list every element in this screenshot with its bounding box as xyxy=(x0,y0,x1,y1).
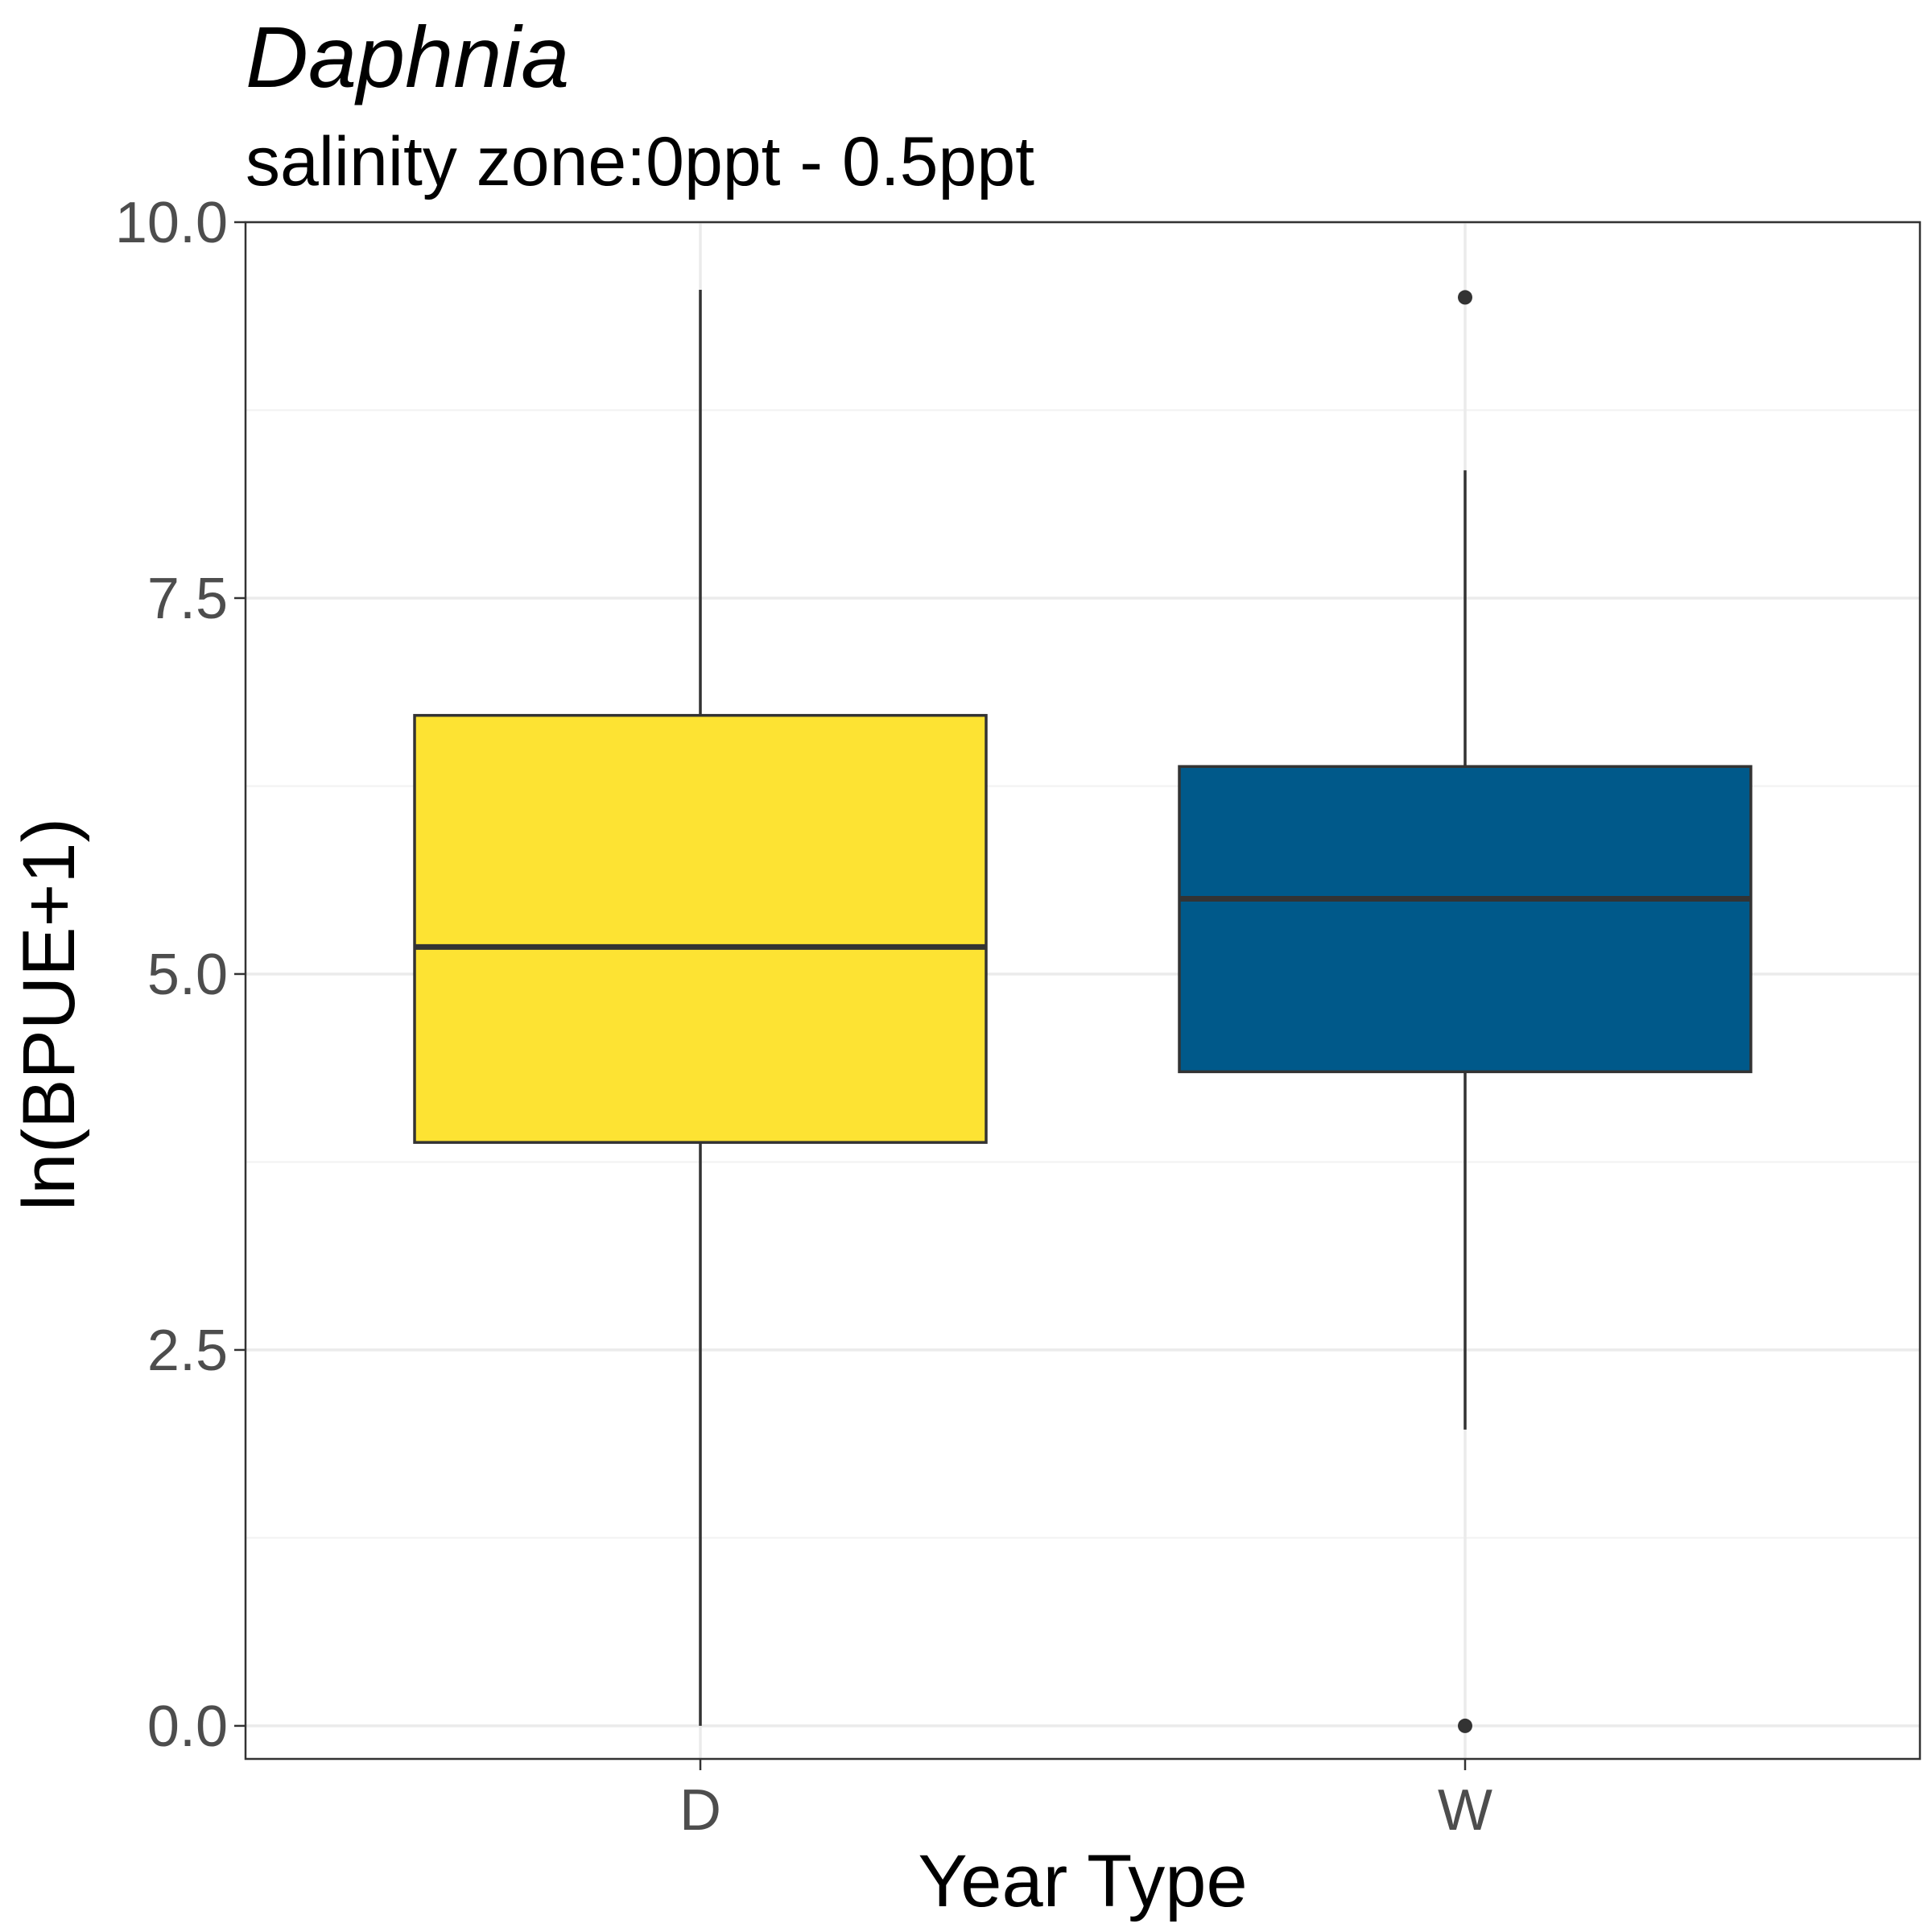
x-axis-title: Year Type xyxy=(918,1840,1247,1922)
x-tick-label: D xyxy=(679,1778,721,1843)
y-tick-label: 7.5 xyxy=(147,567,228,631)
chart-title: Daphnia xyxy=(246,8,569,105)
outlier-point xyxy=(1458,290,1472,305)
x-tick-label: W xyxy=(1438,1778,1492,1843)
y-tick-label: 0.0 xyxy=(147,1695,228,1759)
y-axis-title: ln(BPUE+1) xyxy=(8,818,90,1211)
y-tick-label: 5.0 xyxy=(147,943,228,1007)
outlier-point xyxy=(1458,1718,1472,1733)
plot-panel: 0.0 2.5 5.0 7.5 10.0 D W xyxy=(115,191,1922,1843)
box-D xyxy=(413,713,988,1144)
box-W xyxy=(1178,765,1752,1074)
panel-border xyxy=(244,221,1922,1761)
y-tick-label: 2.5 xyxy=(147,1319,228,1383)
y-tick-label: 10.0 xyxy=(115,191,228,255)
chart-subtitle: salinity zone:0ppt - 0.5ppt xyxy=(246,123,1034,200)
